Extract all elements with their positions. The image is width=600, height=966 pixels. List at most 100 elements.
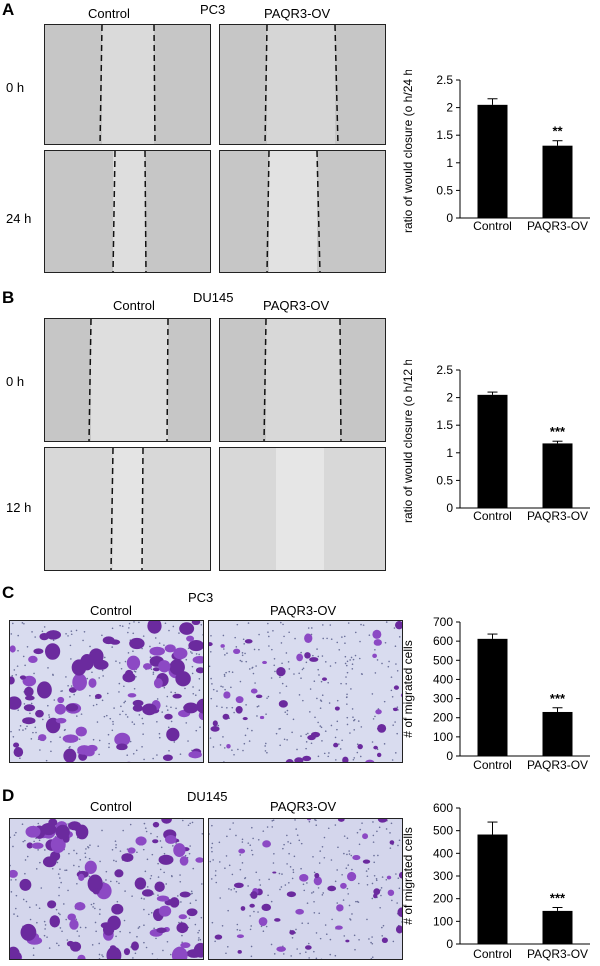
pore-dot [321,845,324,848]
pore-dot [287,661,290,663]
pore-dot [115,935,117,938]
pore-dot [288,882,290,884]
pore-dot [388,660,390,663]
pore-dot [137,927,140,929]
pore-dot [120,667,123,670]
pore-dot [226,652,228,655]
stained-cell [62,734,79,743]
stained-cell [250,688,258,694]
stained-cell [10,946,20,959]
pore-dot [236,623,239,626]
pore-dot [175,842,177,844]
pore-dot [337,846,339,849]
pore-dot [67,685,69,687]
pore-dot [113,859,115,862]
stained-cell [276,666,286,677]
scratch-gap [110,448,144,570]
stained-cell [135,836,147,846]
pore-dot [355,900,357,903]
y-tick-label: 700 [433,615,453,629]
stained-cell [10,869,18,878]
stained-cell [28,655,38,664]
pore-dot [379,889,382,891]
pore-dot [349,659,351,661]
pore-dot [75,629,78,632]
pore-dot [177,895,179,897]
pore-dot [119,850,122,852]
pore-dot [219,897,222,899]
pore-dot [24,727,27,730]
y-tick-label: 0.5 [436,183,453,197]
pore-dot [98,957,101,959]
pore-dot [328,702,331,704]
pore-dot [99,860,101,863]
pore-dot [129,823,132,826]
pore-dot [241,862,244,864]
pore-dot [131,895,133,897]
pore-dot [159,868,162,871]
pore-dot [372,834,375,837]
pore-dot [30,738,33,740]
stained-cell [249,903,255,908]
pore-dot [249,844,252,847]
pore-dot [198,937,200,939]
pore-dot [366,884,369,886]
micrograph-c-control [9,620,204,763]
stained-cell [321,677,328,681]
pore-dot [305,741,308,743]
pore-dot [211,921,214,924]
pore-dot [114,840,117,842]
pore-dot [16,665,19,667]
pore-dot [327,827,330,830]
stained-cell [13,742,20,748]
stained-cell [111,903,124,915]
pore-dot [222,634,225,637]
pore-dot [292,718,295,721]
y-tick-label: 400 [433,672,453,686]
stained-cell [94,693,102,700]
stained-cell [87,874,103,893]
pore-dot [10,836,12,839]
pore-dot [241,660,243,663]
pore-dot [158,732,161,735]
pore-dot [166,709,169,711]
pore-dot [172,845,174,847]
stained-cell [262,840,271,848]
pore-dot [308,820,311,823]
stained-cell [63,748,77,762]
stained-cell [373,888,381,896]
panel-c-col-paqr3: PAQR3-OV [270,603,337,618]
pore-dot [274,670,276,673]
pore-dot [189,845,191,847]
pore-dot [336,869,338,871]
stained-cell [188,640,203,652]
pore-dot [10,864,11,867]
y-tick-label: 2.5 [436,363,453,377]
stained-cell [122,672,136,683]
pore-dot [251,729,253,732]
stained-cell [158,660,171,673]
y-tick-label: 0 [446,211,453,225]
pore-dot [211,850,213,853]
pore-dot [255,665,257,667]
pore-dot [73,864,75,867]
pore-dot [296,834,299,836]
pore-dot [398,839,401,842]
panel-a-row-24h: 24 h [6,211,32,226]
pore-dot [384,641,387,644]
pore-dot [170,720,173,723]
pore-dot [335,959,337,960]
y-tick-label: 2 [446,391,453,405]
pore-dot [248,668,251,670]
stained-cell [212,720,218,727]
pore-dot [85,848,87,850]
stained-cell [372,653,377,659]
pore-dot [105,714,108,717]
pore-dot [11,675,14,677]
pore-dot [353,934,356,937]
pore-dot [232,822,234,824]
pore-dot [271,826,274,828]
pore-dot [47,667,49,669]
stained-cell [129,637,145,650]
pore-dot [346,703,348,705]
